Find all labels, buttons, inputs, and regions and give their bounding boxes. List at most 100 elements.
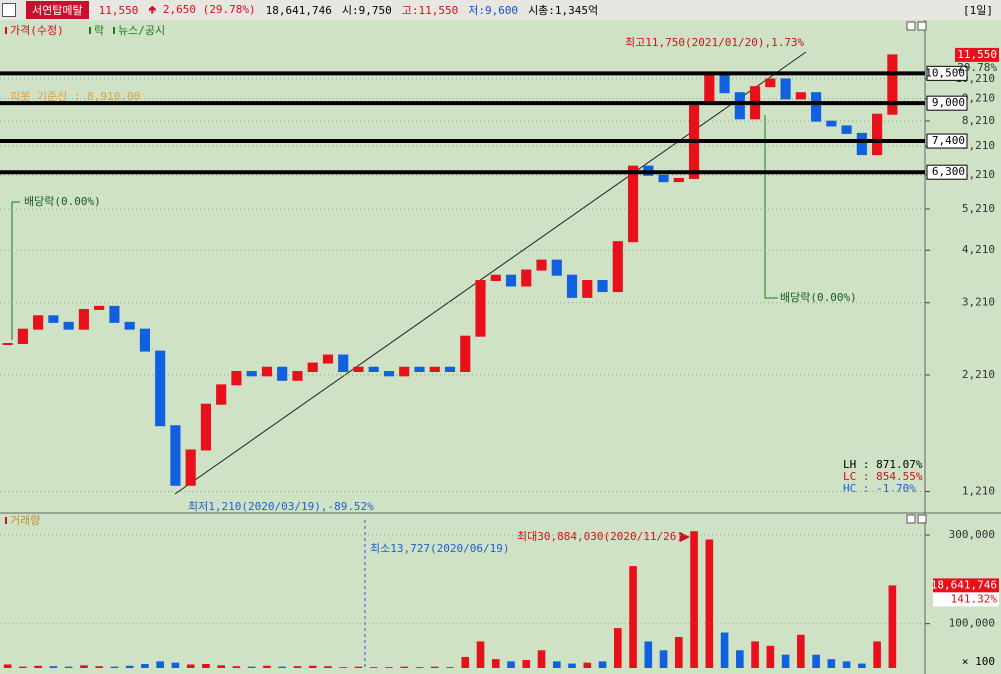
candle bbox=[460, 335, 471, 372]
candle bbox=[597, 280, 608, 293]
volume-bar bbox=[644, 641, 653, 668]
volume-bar bbox=[522, 660, 531, 668]
volume-bar bbox=[232, 666, 241, 668]
volume-bar bbox=[278, 666, 287, 668]
panel-button[interactable] bbox=[917, 21, 927, 31]
volume-bar bbox=[613, 628, 622, 668]
volume-bar bbox=[49, 666, 58, 668]
candle bbox=[338, 354, 349, 372]
volume-bar bbox=[324, 666, 332, 668]
candle bbox=[856, 132, 867, 156]
volume-bar bbox=[430, 666, 439, 668]
low: 저:9,600 bbox=[468, 4, 519, 17]
panel-button[interactable] bbox=[917, 514, 927, 524]
high: 고:11,550 bbox=[401, 4, 459, 17]
candle bbox=[277, 366, 288, 381]
stock-name[interactable]: 서연탑메탈 bbox=[26, 1, 89, 19]
candle bbox=[704, 72, 715, 104]
candle bbox=[155, 350, 166, 427]
candle bbox=[658, 174, 669, 183]
stat: HC : -1.70% bbox=[843, 482, 916, 495]
volume-bar bbox=[552, 661, 561, 668]
volume-bar bbox=[369, 667, 378, 668]
open: 시:9,750 bbox=[341, 4, 392, 17]
volume-bar bbox=[583, 662, 592, 668]
candle bbox=[795, 92, 806, 100]
candle bbox=[536, 259, 547, 271]
price-change: 29.78% bbox=[957, 61, 997, 74]
candle bbox=[353, 366, 364, 372]
candle bbox=[231, 370, 242, 386]
candle bbox=[246, 370, 257, 377]
candle bbox=[734, 92, 745, 120]
volume-bar bbox=[400, 666, 409, 668]
level-box bbox=[926, 164, 968, 180]
candle bbox=[612, 241, 623, 293]
candle bbox=[139, 328, 150, 352]
candle bbox=[307, 362, 318, 372]
stat: LH : 871.07% bbox=[843, 458, 923, 471]
legend-item: 락 bbox=[94, 24, 104, 37]
candle bbox=[216, 384, 227, 405]
candle bbox=[399, 366, 410, 377]
panel-button[interactable] bbox=[906, 21, 916, 31]
volume-bar bbox=[415, 667, 424, 668]
y-tick-label: 3,210 bbox=[962, 296, 995, 309]
y-tick-label: 6,210 bbox=[962, 168, 995, 181]
volume-change: 141.32% bbox=[951, 592, 998, 605]
legend-swatch bbox=[113, 27, 115, 34]
period[interactable]: [1일] bbox=[963, 4, 993, 17]
volume-bar bbox=[385, 667, 393, 668]
y-tick-label: 9,210 bbox=[962, 92, 995, 105]
volume-bar bbox=[202, 664, 210, 668]
volume-bar bbox=[80, 665, 88, 668]
chart: 가격(수정) 락 뉴스/공시 피봇 기준선 : 8,910.00 배당락(0.0… bbox=[0, 20, 1001, 674]
level-label: 9,000 bbox=[932, 96, 965, 109]
legend-swatch bbox=[5, 27, 7, 34]
level-box bbox=[926, 65, 968, 81]
candle bbox=[63, 321, 74, 330]
dividend-label: 배당락(0.00%) bbox=[780, 291, 857, 304]
volume-bar bbox=[827, 659, 836, 668]
candle bbox=[719, 72, 730, 94]
volume-bar bbox=[690, 531, 698, 668]
candle bbox=[826, 120, 837, 127]
candle bbox=[872, 113, 883, 156]
candle bbox=[887, 54, 898, 115]
volume-bar bbox=[705, 539, 714, 668]
volume-bar bbox=[751, 641, 759, 668]
candle bbox=[673, 177, 684, 183]
volume-bar bbox=[598, 661, 607, 668]
candle bbox=[292, 370, 303, 381]
volume-bar bbox=[247, 666, 256, 668]
volume-title: 거래량 bbox=[10, 514, 40, 527]
candle bbox=[780, 78, 791, 100]
candle bbox=[2, 343, 13, 346]
candle bbox=[429, 366, 440, 372]
candle bbox=[383, 370, 395, 377]
volume-bar bbox=[675, 636, 683, 668]
volume-bar bbox=[354, 666, 363, 668]
volume-bar bbox=[797, 634, 805, 668]
volume-unit: × 100 bbox=[962, 655, 995, 668]
candle bbox=[33, 315, 44, 330]
candle bbox=[521, 269, 532, 287]
level-label: 6,300 bbox=[932, 165, 965, 178]
volume-bar bbox=[293, 666, 302, 668]
volume-bar bbox=[888, 585, 897, 668]
level-box bbox=[926, 95, 968, 111]
volume-bar bbox=[125, 665, 134, 668]
dividend-line bbox=[764, 115, 778, 299]
max-note: 최대30,884,030(2020/11/26) bbox=[517, 530, 683, 543]
checkbox[interactable] bbox=[2, 3, 16, 17]
volume: 18,641,746 bbox=[265, 3, 332, 17]
panel-button[interactable] bbox=[906, 514, 916, 524]
stat: LC : 854.55% bbox=[843, 470, 923, 483]
level-label: 10,500 bbox=[925, 66, 965, 79]
candle bbox=[505, 274, 517, 287]
y-tick-label: 5,210 bbox=[962, 202, 995, 215]
legend-swatch bbox=[5, 517, 7, 524]
volume-bar bbox=[491, 659, 500, 668]
volume-bar bbox=[812, 654, 820, 668]
volume-bar bbox=[64, 666, 73, 668]
